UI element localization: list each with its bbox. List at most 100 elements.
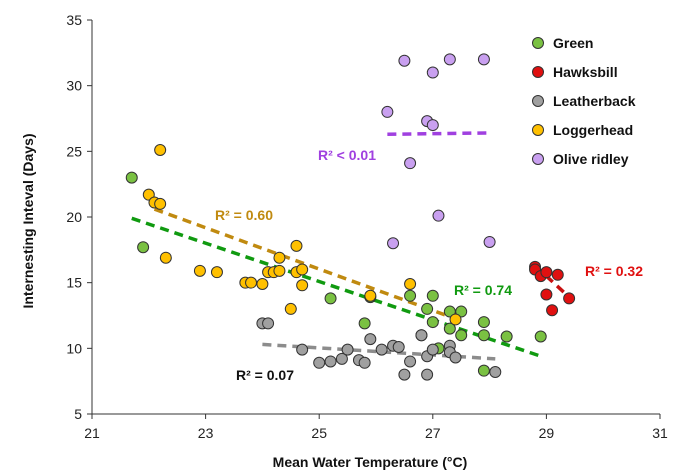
- x-tick-label: 21: [84, 425, 100, 441]
- legend: Green Hawksbill Leatherback Loggerhead Olive…: [532, 35, 636, 167]
- point-loggerhead: [296, 263, 309, 276]
- point-olive-ridley: [432, 209, 445, 222]
- legend-label-green: Green: [553, 35, 593, 51]
- y-axis-title: Internesting Inteval (Days): [20, 133, 36, 308]
- y-tick-label: 15: [66, 275, 82, 291]
- legend-marker-hawksbill: [532, 66, 544, 78]
- point-leatherback: [296, 343, 309, 356]
- point-green: [477, 316, 490, 329]
- y-tick-label: 5: [74, 406, 82, 422]
- point-loggerhead: [364, 289, 377, 302]
- point-green: [455, 329, 468, 342]
- trend-line-olive-ridley: [387, 131, 490, 137]
- trend-line-green: [131, 216, 542, 358]
- point-green: [477, 364, 490, 377]
- point-green: [137, 241, 150, 254]
- y-tick-label: 35: [66, 12, 82, 28]
- point-green: [426, 316, 439, 329]
- point-green: [534, 330, 547, 343]
- point-leatherback: [392, 341, 405, 354]
- point-leatherback: [324, 355, 337, 368]
- point-olive-ridley: [483, 235, 496, 248]
- point-olive-ridley: [387, 237, 400, 250]
- x-tick-label: 23: [198, 425, 214, 441]
- point-leatherback: [489, 365, 502, 378]
- point-leatherback: [398, 368, 411, 381]
- point-loggerhead: [210, 266, 223, 279]
- point-loggerhead: [284, 302, 297, 315]
- point-olive-ridley: [426, 119, 439, 132]
- data-points: [125, 53, 576, 381]
- x-tick-label: 25: [311, 425, 327, 441]
- legend-label-olive-ridley: Olive ridley: [553, 151, 629, 167]
- point-leatherback: [375, 343, 388, 356]
- y-tick-label: 30: [66, 78, 82, 94]
- point-green: [500, 330, 513, 343]
- r-squared-label-green: R² = 0.74: [454, 282, 512, 298]
- point-leatherback: [358, 356, 371, 369]
- legend-label-loggerhead: Loggerhead: [553, 122, 633, 138]
- legend-marker-leatherback: [532, 95, 544, 107]
- trend-lines: [131, 131, 571, 361]
- point-leatherback: [341, 343, 354, 356]
- r-squared-label-hawksbill: R² = 0.32: [585, 263, 643, 279]
- point-loggerhead: [193, 264, 206, 277]
- point-loggerhead: [449, 313, 462, 326]
- point-green: [404, 289, 417, 302]
- trend-line-loggerhead: [153, 207, 462, 323]
- point-green: [358, 317, 371, 330]
- point-leatherback: [449, 351, 462, 364]
- point-loggerhead: [245, 276, 258, 289]
- legend-label-hawksbill: Hawksbill: [553, 64, 618, 80]
- point-leatherback: [262, 317, 275, 330]
- point-loggerhead: [256, 277, 269, 290]
- point-leatherback: [426, 343, 439, 356]
- point-loggerhead: [296, 279, 309, 292]
- legend-marker-green: [532, 37, 544, 49]
- point-olive-ridley: [398, 54, 411, 67]
- point-green: [443, 322, 456, 335]
- point-leatherback: [364, 333, 377, 346]
- point-leatherback: [313, 356, 326, 369]
- point-green: [324, 292, 337, 305]
- point-green: [125, 171, 138, 184]
- point-green: [477, 329, 490, 342]
- legend-marker-olive-ridley: [532, 153, 544, 165]
- point-hawksbill: [551, 268, 564, 281]
- point-hawksbill: [540, 288, 553, 301]
- point-loggerhead: [290, 239, 303, 252]
- x-axis-title: Mean Water Temperature (°C): [273, 454, 468, 470]
- point-olive-ridley: [404, 157, 417, 170]
- y-tick-label: 25: [66, 143, 82, 159]
- point-hawksbill: [540, 266, 553, 279]
- point-loggerhead: [273, 251, 286, 264]
- point-leatherback: [404, 355, 417, 368]
- r-squared-label-leatherback: R² = 0.07: [236, 367, 294, 383]
- legend-marker-loggerhead: [532, 124, 544, 136]
- point-green: [421, 302, 434, 315]
- point-loggerhead: [404, 277, 417, 290]
- x-tick-label: 29: [539, 425, 555, 441]
- chart-axes: 21 23 25 27 29 31 5 10 15 20 25 30 35: [66, 12, 668, 441]
- point-loggerhead: [154, 144, 167, 157]
- point-olive-ridley: [381, 105, 394, 118]
- point-leatherback: [415, 329, 428, 342]
- trend-labels: R² = 0.74 R² = 0.32 R² = 0.07 R² = 0.60 R² <…: [215, 147, 643, 383]
- x-tick-label: 27: [425, 425, 441, 441]
- y-tick-label: 10: [66, 340, 82, 356]
- point-green: [426, 289, 439, 302]
- r-squared-label-loggerhead: R² = 0.60: [215, 207, 273, 223]
- point-loggerhead: [154, 197, 167, 210]
- point-olive-ridley: [443, 53, 456, 66]
- point-olive-ridley: [477, 53, 490, 66]
- y-tick-label: 20: [66, 209, 82, 225]
- point-hawksbill: [563, 292, 576, 305]
- point-loggerhead: [273, 264, 286, 277]
- point-olive-ridley: [426, 66, 439, 79]
- point-hawksbill: [546, 304, 559, 317]
- point-loggerhead: [159, 251, 172, 264]
- legend-label-leatherback: Leatherback: [553, 93, 636, 109]
- point-leatherback: [421, 368, 434, 381]
- x-tick-label: 31: [652, 425, 668, 441]
